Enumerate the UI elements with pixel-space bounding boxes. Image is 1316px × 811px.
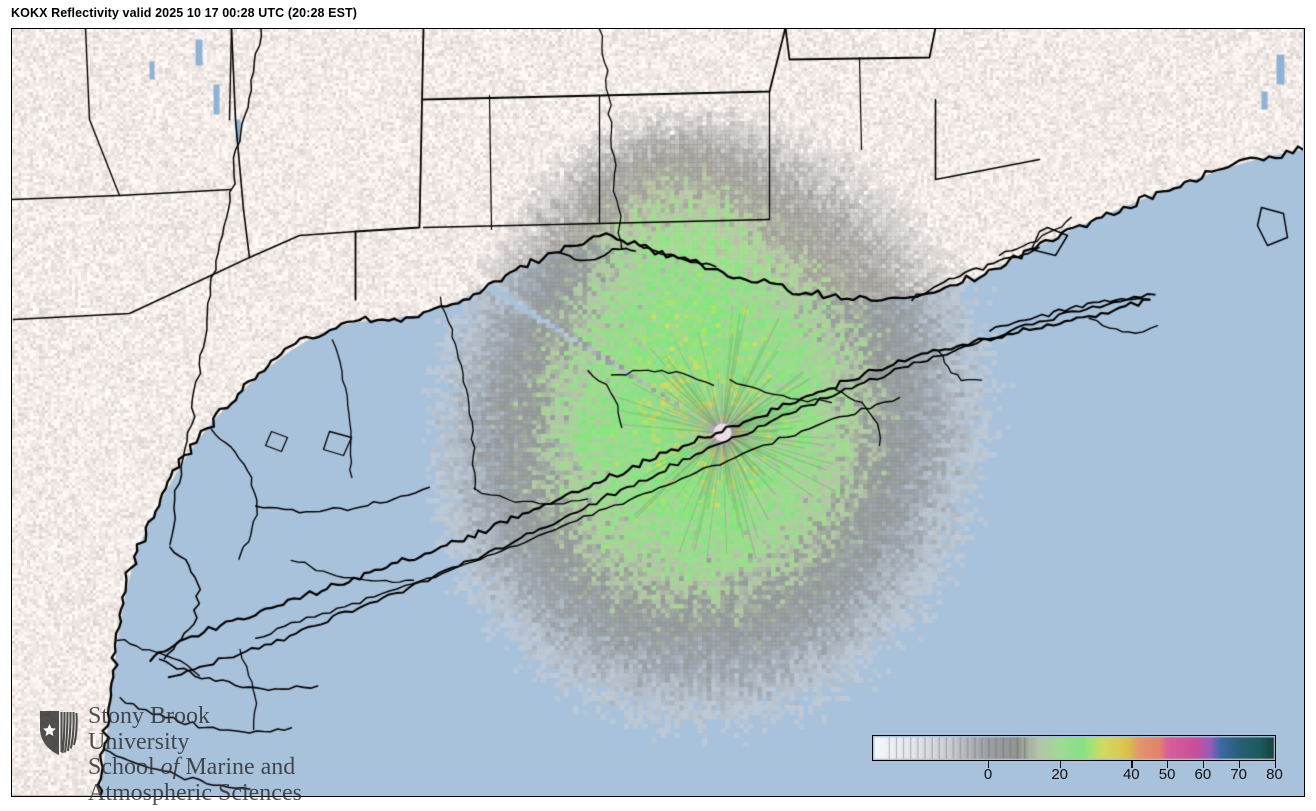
colorbar xyxy=(872,735,1276,761)
colorbar-tick-label: 20 xyxy=(1051,766,1069,783)
colorbar-tick xyxy=(1274,761,1276,768)
colorbar-tick-labels: 0 20 40 50 60 70 80 xyxy=(872,766,1292,790)
colorbar-tick xyxy=(1202,761,1205,768)
colorbar-tick xyxy=(988,761,990,768)
colorbar-tick xyxy=(1238,761,1241,768)
colorbar-tick xyxy=(1167,761,1169,768)
colorbar-tick-label: 60 xyxy=(1194,766,1212,783)
map-frame[interactable] xyxy=(11,28,1305,797)
colorbar-tick-label: 70 xyxy=(1230,766,1248,783)
colorbar-tick-label: 40 xyxy=(1122,766,1140,783)
colorbar-tick-label: 0 xyxy=(983,766,993,783)
radar-reflectivity-map[interactable] xyxy=(12,29,1303,795)
colorbar-tick xyxy=(1131,761,1133,768)
colorbar-tick xyxy=(1059,761,1062,768)
page-title: KOKX Reflectivity valid 2025 10 17 00:28… xyxy=(11,6,358,20)
colorbar-ticks xyxy=(872,761,1276,771)
colorbar-gradient xyxy=(872,735,1276,761)
colorbar-tick-label: 80 xyxy=(1266,766,1283,783)
colorbar-tick-label: 50 xyxy=(1158,766,1176,783)
